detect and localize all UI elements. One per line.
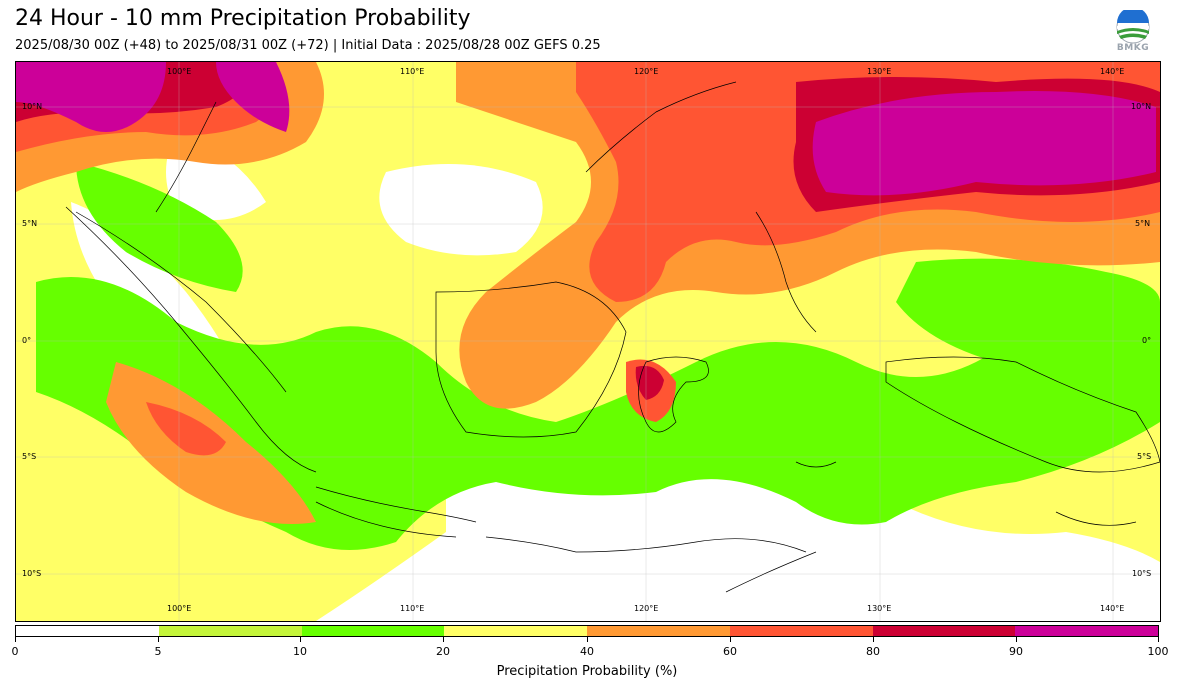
colorbar-tick-20: 20 — [436, 645, 450, 658]
prob-field-red-sw — [146, 402, 226, 456]
bmkg-logo-icon — [1116, 10, 1150, 44]
lat-label-0-right: 0° — [1142, 336, 1152, 345]
lat-label-10N-right: 10°N — [1131, 102, 1152, 111]
prob-field-magenta — [812, 91, 1156, 196]
colorbar-segment-7 — [1015, 626, 1158, 636]
lon-label-140E-top: 140°E — [1100, 67, 1125, 76]
lat-label-5N-left: 5°N — [22, 219, 38, 228]
prob-field-crimson-sulawesi — [635, 365, 664, 400]
colorbar-tick-40: 40 — [580, 645, 594, 658]
colorbar-tick-80: 80 — [866, 645, 880, 658]
lat-label-10S-left: 10°S — [22, 569, 42, 578]
colorbar-tick-0: 0 — [11, 645, 19, 658]
colorbar-label: Precipitation Probability (%) — [496, 664, 678, 679]
lon-label-120E-bottom: 120°E — [634, 604, 659, 613]
prob-field-green-pac — [896, 258, 1160, 392]
lat-label-5S-right: 5°S — [1137, 452, 1152, 461]
lon-label-120E-top: 120°E — [634, 67, 659, 76]
colorbar-segment-3 — [444, 626, 587, 636]
lat-label-5N-right: 5°N — [1135, 219, 1151, 228]
lon-label-110E-bottom: 110°E — [400, 604, 425, 613]
coastlines — [65, 81, 1160, 593]
prob-field-magenta-west — [16, 62, 166, 132]
colorbar-tick-5: 5 — [154, 645, 162, 658]
prob-field-green — [36, 277, 1160, 550]
lat-label-5S-left: 5°S — [22, 452, 37, 461]
precipitation-map — [15, 61, 1161, 622]
lon-label-100E-bottom: 100°E — [167, 604, 192, 613]
colorbar-segment-2 — [301, 626, 445, 636]
colorbar-segment-1 — [158, 626, 302, 636]
prob-field-white-scs — [379, 164, 543, 256]
graticule — [16, 62, 1160, 621]
lat-label-10S-right: 10°S — [1132, 569, 1152, 578]
lat-label-10N-left: 10°N — [22, 102, 43, 111]
map-title: 24 Hour - 10 mm Precipitation Probabilit… — [15, 6, 471, 31]
lat-label-0-left: 0° — [22, 336, 32, 345]
map-subtitle: 2025/08/30 00Z (+48) to 2025/08/31 00Z (… — [15, 38, 601, 53]
colorbar-tick-100: 100 — [1147, 645, 1169, 658]
colorbar-segment-0 — [16, 626, 159, 636]
prob-field-green-sea — [76, 162, 243, 292]
lon-label-130E-bottom: 130°E — [867, 604, 892, 613]
lon-label-100E-top: 100°E — [167, 67, 192, 76]
prob-field-magenta-west2 — [216, 62, 290, 132]
colorbar — [15, 625, 1159, 637]
lon-label-110E-top: 110°E — [400, 67, 425, 76]
lon-label-130E-top: 130°E — [867, 67, 892, 76]
logo-text: BMKG — [1116, 43, 1150, 53]
colorbar-segment-5 — [729, 626, 873, 636]
colorbar-tick-60: 60 — [723, 645, 737, 658]
colorbar-tick-90: 90 — [1009, 645, 1023, 658]
colorbar-segment-6 — [872, 626, 1016, 636]
colorbar-segment-4 — [587, 626, 730, 636]
colorbar-tick-10: 10 — [293, 645, 307, 658]
lon-label-140E-bottom: 140°E — [1100, 604, 1125, 613]
